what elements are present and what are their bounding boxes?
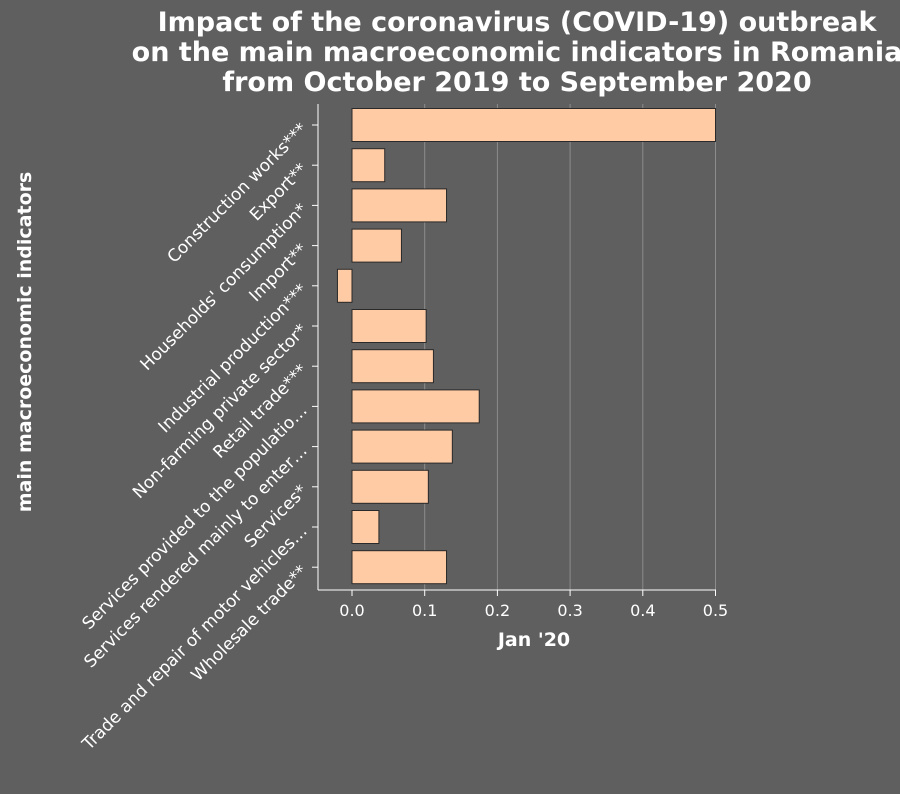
grid	[424, 104, 716, 590]
chart-title-line-1: Impact of the coronavirus (COVID-19) out…	[158, 7, 878, 38]
bar-9	[351, 469, 429, 504]
x-tick-label-3: 0.3	[557, 601, 582, 620]
bar-4	[336, 268, 353, 303]
bar-5	[351, 309, 427, 343]
x-tick-label-4: 0.4	[630, 601, 655, 620]
bar-11	[351, 550, 448, 585]
bar-7	[351, 389, 480, 424]
x-tick-labels: 0.0 0.1 0.2 0.3 0.4 0.5	[339, 601, 728, 620]
bar-10	[351, 510, 380, 544]
y-axis-label: main macroeconomic indicators	[14, 172, 36, 513]
x-tick-label-2: 0.2	[485, 601, 510, 620]
bar-8	[351, 429, 453, 464]
bar-0	[351, 108, 716, 142]
axes	[312, 104, 716, 596]
chart-title-line-3: from October 2019 to September 2020	[222, 67, 811, 98]
chart-title-line-2: on the main macroeconomic indicators in …	[132, 37, 900, 68]
chart-title: Impact of the coronavirus (COVID-19) out…	[132, 7, 900, 98]
bars	[336, 108, 716, 585]
y-category-labels: Construction works***Export**Households'…	[78, 119, 312, 755]
x-tick-label-5: 0.5	[703, 601, 728, 620]
x-tick-label-1: 0.1	[412, 601, 437, 620]
bar-1	[351, 148, 386, 183]
x-tick-label-0: 0.0	[339, 601, 364, 620]
x-axis-label: Jan '20	[496, 629, 570, 651]
bar-2	[351, 188, 448, 223]
bar-6	[351, 349, 434, 384]
bar-3	[351, 228, 402, 263]
